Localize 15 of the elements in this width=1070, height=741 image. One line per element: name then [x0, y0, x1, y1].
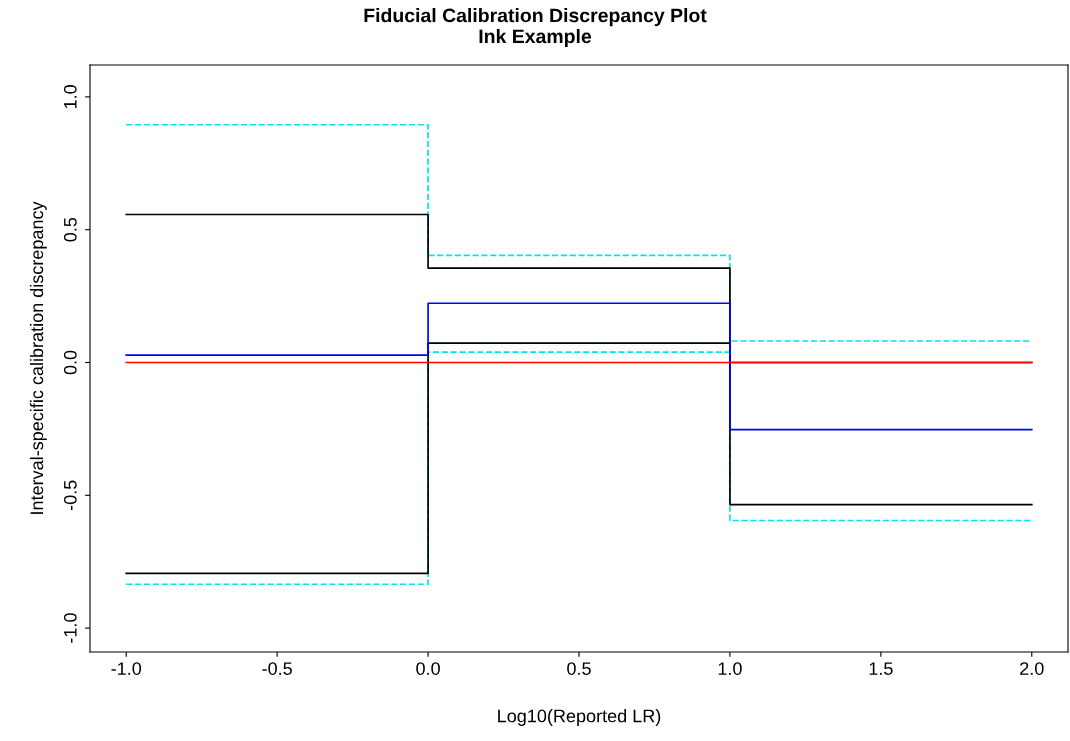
x-axis-title: Log10(Reported LR): [498, 709, 661, 726]
x-tick-label: -1.0: [111, 662, 142, 675]
x-tick-label: 0.0: [416, 662, 440, 675]
y-tick-label: -0.5: [63, 480, 77, 511]
x-tick-label: 2.0: [1020, 662, 1044, 675]
y-tick-label: 1.0: [63, 85, 77, 109]
y-tick-label: 0.0: [63, 350, 77, 375]
y-tick-label: 0.5: [63, 217, 77, 242]
x-tick-label: 1.0: [718, 662, 742, 675]
x-tick-label: -0.5: [262, 662, 292, 675]
x-tick-label: 0.5: [567, 662, 591, 675]
y-axis-title: Interval-specific calibration discrepancy: [29, 201, 47, 514]
x-tick-label: 1.5: [869, 662, 893, 675]
chart-title: Fiducial Calibration Discrepancy Plot Ink Example: [364, 8, 707, 48]
y-tick-label: -1.0: [63, 613, 77, 643]
